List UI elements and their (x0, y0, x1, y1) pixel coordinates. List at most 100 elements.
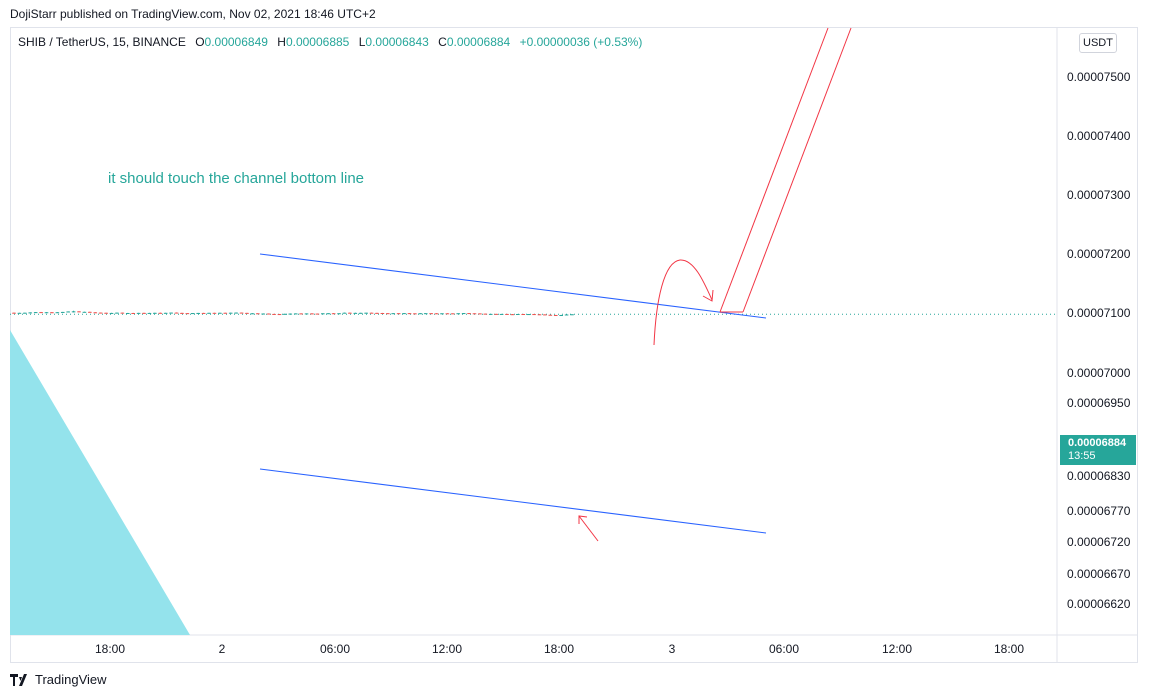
legend-high-label: H (277, 35, 286, 49)
candle (245, 312, 249, 314)
candle (407, 313, 412, 315)
candle-body (391, 313, 396, 315)
candle (326, 313, 331, 315)
candle-body (218, 312, 222, 314)
candle-body (142, 312, 146, 314)
candle-body (180, 312, 184, 314)
y-tick-label: 0.00006770 (1067, 504, 1131, 518)
candle (434, 313, 439, 315)
candle-body (559, 315, 563, 317)
candle (310, 313, 314, 315)
candle (288, 313, 293, 315)
projection-line-left[interactable] (719, 27, 829, 313)
channel-lower-line[interactable] (259, 468, 767, 534)
candle-body (505, 313, 509, 315)
candle (147, 312, 152, 314)
candle (526, 314, 531, 316)
shade-triangle (10, 330, 190, 635)
candle-body (147, 312, 152, 314)
candle (293, 313, 298, 315)
candle (136, 312, 141, 314)
legend-symbol: SHIB / TetherUS, 15, BINANCE (18, 35, 186, 49)
x-tick-label: 06:00 (769, 642, 799, 656)
candle (60, 311, 65, 313)
candle-body (98, 312, 103, 314)
curve-arrow[interactable] (653, 259, 713, 346)
candle-body (543, 314, 547, 316)
candle (423, 313, 428, 315)
candle-body (407, 313, 412, 315)
candle (337, 313, 341, 315)
candle (218, 312, 222, 314)
candle-body (250, 313, 255, 315)
candle-body (201, 312, 206, 314)
candle (304, 313, 309, 315)
y-tick-label: 0.00007400 (1067, 129, 1131, 143)
channel-upper-line[interactable] (259, 253, 767, 319)
candle-body (82, 311, 87, 313)
candle (353, 312, 358, 314)
candle-body (537, 314, 542, 316)
touch-arrow[interactable] (578, 515, 599, 542)
candle-body (451, 313, 455, 315)
candle (494, 313, 498, 315)
candle (12, 312, 16, 314)
currency-button[interactable]: USDT (1079, 33, 1117, 53)
candle (467, 313, 471, 315)
candle-body (163, 312, 168, 314)
legend-change: +0.00000036 (+0.53%) (519, 35, 643, 49)
legend-open-label: O (195, 35, 205, 49)
candle-body (288, 313, 293, 315)
candle-body (564, 314, 569, 316)
footer-brand[interactable]: TradingView (10, 672, 107, 687)
candle-body (472, 313, 477, 315)
candle-body (516, 314, 520, 316)
candle (201, 312, 206, 314)
y-tick-label: 0.00006720 (1067, 535, 1131, 549)
candle (50, 312, 54, 314)
candle (488, 313, 493, 315)
candle (163, 312, 168, 314)
legend: SHIB / TetherUS, 15, BINANCE O0.00006849… (18, 35, 642, 49)
candle-body (429, 313, 433, 315)
candle (369, 312, 374, 314)
candle-body (293, 313, 298, 315)
candle (483, 313, 488, 315)
candle (28, 312, 33, 314)
touch-arrowhead (578, 515, 588, 524)
candle (115, 312, 119, 314)
x-tick-label: 2 (219, 642, 226, 656)
candle (559, 314, 563, 317)
candle (472, 313, 477, 315)
x-tick-label: 18:00 (95, 642, 125, 656)
candle (386, 313, 390, 315)
candle-body (310, 313, 314, 315)
candle-body (115, 312, 119, 314)
candle (185, 313, 190, 315)
candle-body (255, 313, 260, 315)
candle-body (375, 312, 379, 314)
candle (553, 314, 558, 317)
candle (505, 313, 509, 315)
candle-body (44, 312, 49, 314)
candle-body (386, 313, 390, 315)
projection-line-right[interactable] (742, 27, 852, 313)
candle (564, 314, 569, 316)
candle-body (272, 313, 276, 315)
candle-body (521, 314, 526, 316)
candle-body (348, 312, 352, 314)
candle (250, 313, 255, 315)
candle (153, 312, 157, 314)
candle-body (12, 312, 16, 314)
candle-body (510, 314, 515, 316)
candle-body (326, 313, 331, 315)
candle-body (402, 313, 406, 315)
candle (255, 313, 260, 315)
price-tag-price: 0.00006884 (1068, 437, 1127, 449)
candle-body (120, 312, 125, 314)
legend-high: 0.00006885 (285, 35, 350, 49)
candle (23, 312, 27, 314)
candle-body (277, 314, 282, 316)
candle (331, 313, 336, 315)
